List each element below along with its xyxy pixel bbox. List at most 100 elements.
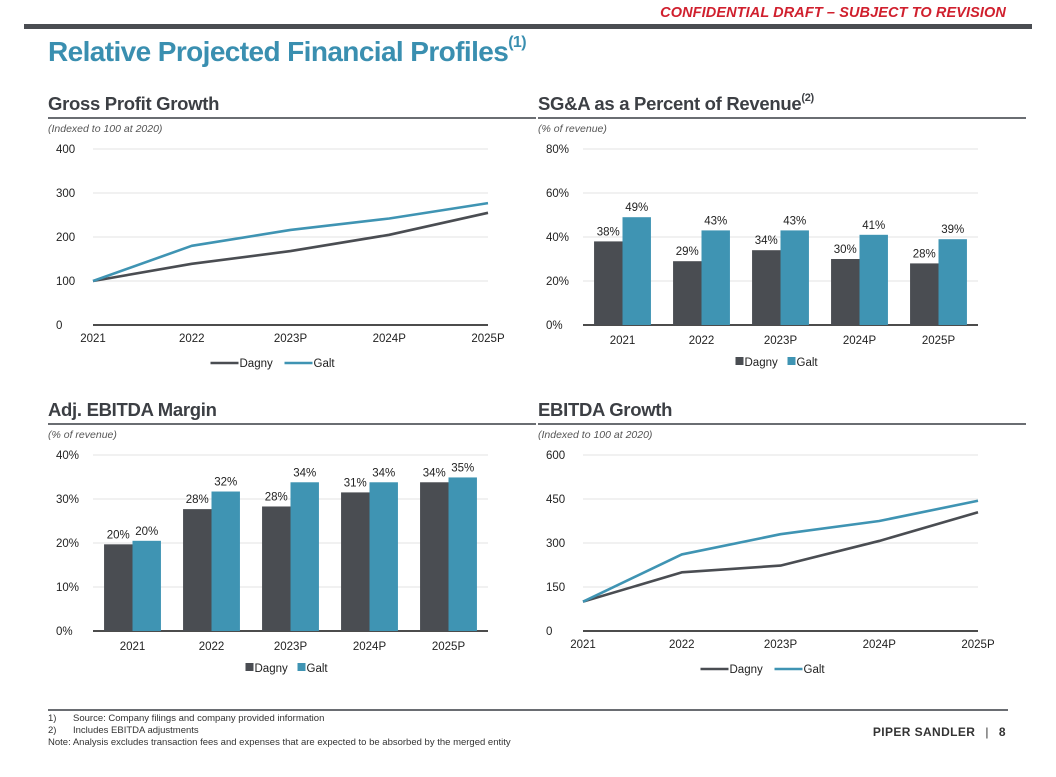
bar-dagny — [831, 259, 860, 325]
x-tick-label: 2025P — [961, 639, 995, 651]
legend-label: Dagny — [730, 664, 763, 676]
panel-ebitda-growth: EBITDA Growth (Indexed to 100 at 2020) 0… — [538, 399, 1026, 676]
data-label: 39% — [941, 224, 964, 236]
footnotes: 1) Source: Company filings and company pr… — [48, 713, 511, 749]
series-line-galt — [92, 201, 489, 283]
y-tick-label: 150 — [546, 582, 565, 594]
y-tick-label: 30% — [56, 494, 79, 506]
bar-galt — [780, 230, 809, 325]
y-tick-label: 0% — [546, 320, 563, 332]
footnote-text: Includes EBITDA adjustments — [73, 725, 199, 736]
panel-title: Gross Profit Growth — [48, 93, 536, 115]
panel-title: Adj. EBITDA Margin — [48, 399, 536, 421]
data-label: 20% — [135, 526, 158, 538]
data-label: 38% — [597, 226, 620, 238]
legend-label: Galt — [314, 358, 336, 370]
confidential-banner: CONFIDENTIAL DRAFT – SUBJECT TO REVISION — [660, 5, 1006, 21]
x-tick-label: 2022 — [179, 333, 205, 345]
footnote-number: 1) — [48, 713, 57, 724]
footnote-1: 1) Source: Company filings and company pr… — [48, 713, 511, 725]
panel-title-text: SG&A as a Percent of Revenue — [538, 93, 802, 114]
footnote-text: Source: Company filings and company prov… — [73, 713, 325, 724]
x-tick-label: 2021 — [610, 335, 636, 347]
x-tick-label: 2024P — [843, 335, 877, 347]
page-title-text: Relative Projected Financial Profiles — [48, 36, 509, 67]
panel-divider — [538, 423, 1026, 425]
page-title-footnote: (1) — [508, 34, 526, 51]
legend-label: Galt — [804, 664, 826, 676]
data-label: 34% — [755, 235, 778, 247]
data-label: 49% — [625, 202, 648, 214]
legend-label: Dagny — [240, 358, 273, 370]
y-tick-label: 0 — [546, 626, 552, 638]
bar-dagny — [104, 544, 133, 631]
data-label: 34% — [423, 467, 446, 479]
data-label: 34% — [293, 467, 316, 479]
panel-title-text: EBITDA Growth — [538, 399, 673, 420]
bar-dagny — [420, 482, 449, 631]
y-tick-label: 0% — [56, 626, 73, 638]
data-label: 28% — [186, 494, 209, 506]
data-label: 20% — [107, 529, 130, 541]
panel-title-text: Gross Profit Growth — [48, 93, 220, 114]
bar-dagny — [673, 261, 702, 325]
bar-galt — [448, 477, 477, 631]
bar-galt — [132, 540, 161, 631]
footer-divider — [48, 709, 1008, 711]
gross-profit-growth-chart: 0 100 200 300 400 2021 2022 2023P 2024P 2025P Dagn… — [56, 144, 505, 370]
series-line-galt — [582, 499, 979, 603]
bar-dagny — [594, 241, 623, 325]
y-tick-label: 20% — [546, 276, 569, 288]
legend-label: Dagny — [255, 663, 288, 675]
page-number: 8 — [998, 725, 1006, 739]
bar-galt — [211, 491, 240, 631]
series-line-dagny — [582, 510, 979, 603]
x-tick-label: 2023P — [764, 335, 798, 347]
bar-galt — [701, 230, 730, 325]
data-label: 28% — [913, 248, 936, 260]
panel-subtitle: (% of revenue) — [538, 123, 607, 135]
x-tick-label: 2025P — [432, 641, 466, 653]
bar-galt — [859, 234, 888, 325]
y-tick-label: 60% — [546, 188, 569, 200]
x-tick-label: 2023P — [274, 333, 308, 345]
x-tick-label: 2025P — [471, 333, 505, 345]
bar-galt — [938, 239, 967, 325]
header-bar — [24, 24, 1032, 29]
bar-dagny — [183, 509, 212, 631]
legend-label: Galt — [797, 357, 819, 369]
panel-subtitle: (Indexed to 100 at 2020) — [538, 429, 653, 441]
data-label: 31% — [344, 477, 367, 489]
x-tick-label: 2024P — [373, 333, 407, 345]
x-tick-label: 2023P — [274, 641, 308, 653]
y-tick-label: 80% — [546, 144, 569, 156]
ebitda-growth-chart: 0 150 300 450 600 2021 2022 2023P 2024P 2025P Dagn… — [546, 450, 995, 676]
page-title: Relative Projected Financial Profiles(1) — [48, 34, 527, 68]
data-label: 32% — [214, 477, 237, 489]
data-label: 34% — [372, 467, 395, 479]
brand-separator: | — [985, 725, 989, 739]
legend-label: Galt — [307, 663, 329, 675]
x-tick-label: 2023P — [764, 639, 798, 651]
panel-title: EBITDA Growth — [538, 399, 1026, 421]
y-tick-label: 0 — [56, 320, 62, 332]
data-label: 41% — [862, 220, 885, 232]
legend-swatch-dagny — [245, 663, 254, 671]
x-tick-label: 2024P — [863, 639, 897, 651]
panel-subtitle: (% of revenue) — [48, 429, 117, 441]
y-tick-label: 450 — [546, 494, 565, 506]
bar-dagny — [752, 250, 781, 325]
bar-dagny — [341, 492, 370, 631]
panel-divider — [538, 117, 1026, 119]
footnote-number: 2) — [48, 725, 57, 736]
bar-dagny — [910, 263, 939, 325]
adj-ebitda-margin-chart: 0% 10% 20% 30% 40% 2021 2022 2023P 2024P 2025P 20%… — [56, 450, 488, 675]
x-tick-label: 2022 — [669, 639, 695, 651]
brand-name: PIPER SANDLER — [872, 725, 976, 739]
legend-swatch-galt — [297, 663, 306, 671]
panel-title-footnote: (2) — [801, 92, 814, 104]
x-tick-label: 2022 — [199, 641, 225, 653]
y-tick-label: 10% — [56, 582, 79, 594]
panel-title: SG&A as a Percent of Revenue(2) — [538, 92, 1026, 115]
y-tick-label: 200 — [56, 232, 75, 244]
